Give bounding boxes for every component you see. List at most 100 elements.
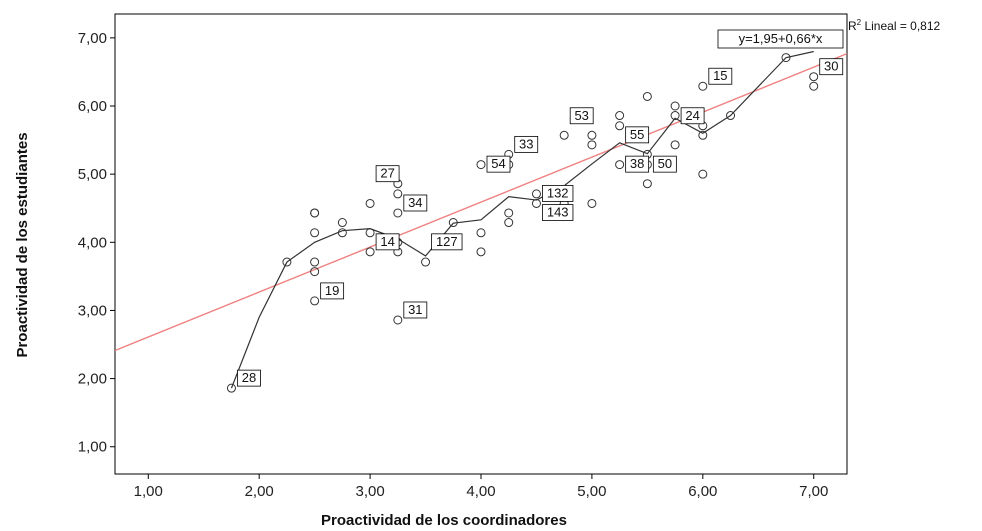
data-point [809,72,819,82]
linear-fit-line [115,53,847,352]
point-label-box [514,135,539,153]
data-point [670,101,680,111]
data-point [282,257,292,267]
point-label-box [403,301,428,319]
point-label: 143 [547,205,569,220]
point-label-box [320,282,345,300]
point-label-box [819,58,844,76]
point-label: 28 [242,370,256,385]
x-tick-label: 3,00 [355,483,384,500]
y-tick-label: 7,00 [78,30,107,47]
point-label: 24 [685,108,699,123]
r2-value: Lineal = 0,812 [861,19,940,33]
point-label-box [237,369,261,387]
point-label: 14 [380,234,394,249]
data-point [587,198,597,208]
data-point [393,208,403,218]
point-label-box [542,185,574,202]
data-point [310,267,320,277]
point-label: 31 [408,302,422,317]
data-point [642,91,652,101]
y-tick-label: 3,00 [78,302,107,319]
data-point [726,111,736,121]
data-point [365,228,375,238]
point-label: 34 [408,195,422,210]
point-label-box [375,165,400,183]
data-point [809,81,819,91]
fit-equation: y=1,95+0,66*x [739,31,823,46]
data-point [615,111,625,121]
point-label-box [652,155,677,173]
point-label-box [625,126,650,144]
point-label: 53 [574,108,588,123]
data-point [587,140,597,150]
point-label-box [680,107,705,125]
y-tick-label: 1,00 [78,439,107,456]
y-axis-title: Proactividad de los estudiantes [14,132,31,357]
y-tick-label: 2,00 [78,371,107,388]
data-point [476,228,486,238]
data-point [670,140,680,150]
data-point [531,189,541,199]
x-tick-label: 1,00 [134,483,163,500]
x-tick-label: 7,00 [799,483,828,500]
loess-line [230,50,814,389]
data-point [476,160,486,170]
plot-frame [114,13,848,475]
data-point [698,169,708,179]
point-label: 127 [436,234,458,249]
point-label-box [625,155,650,173]
data-point [504,208,514,218]
y-tick-label: 5,00 [78,166,107,183]
data-point [393,189,403,199]
data-point [670,111,680,121]
data-point [337,228,347,238]
data-point [365,247,375,257]
x-tick-label: 5,00 [577,483,606,500]
point-label-box [431,233,463,251]
point-label: 30 [824,59,838,74]
point-label: 27 [380,166,394,181]
data-point [615,121,625,131]
point-label: 50 [658,156,672,171]
data-point [615,160,625,170]
data-point [476,247,486,257]
point-label: 38 [630,156,644,171]
data-point [310,228,320,238]
r2-annotation: R2 Lineal = 0,812 [848,18,941,33]
x-tick-label: 6,00 [688,483,717,500]
point-label-box [403,194,428,212]
data-point [337,218,347,228]
y-tick-label: 4,00 [78,234,107,251]
r2-label: R [848,19,857,33]
x-axis-title: Proactividad de los coordinadores [321,512,567,529]
plot-area: 28 19 31 27 34 14 127 54 33 132 143 53 55 38 50 24 15 30y… [114,13,848,475]
data-point [448,218,458,228]
point-label: 132 [547,185,569,200]
data-point [698,81,708,91]
data-point [421,257,431,267]
data-point [393,315,403,325]
point-label-box [375,233,400,251]
x-tick-label: 4,00 [466,483,495,500]
data-point [310,208,320,218]
data-point [559,130,569,140]
point-label: 55 [630,127,644,142]
y-tick-label: 6,00 [78,98,107,115]
data-point [698,130,708,140]
data-point [310,296,320,306]
data-point [504,218,514,228]
data-point [365,198,375,208]
point-label-box [486,155,511,173]
data-point [531,198,541,208]
equation-box [717,29,844,49]
point-label-box [569,107,594,125]
point-label-box [708,67,733,85]
point-label: 33 [519,136,533,151]
data-point [781,53,791,63]
data-point [587,130,597,140]
point-label: 54 [491,156,505,171]
point-label-box [542,204,574,221]
data-point [642,179,652,189]
